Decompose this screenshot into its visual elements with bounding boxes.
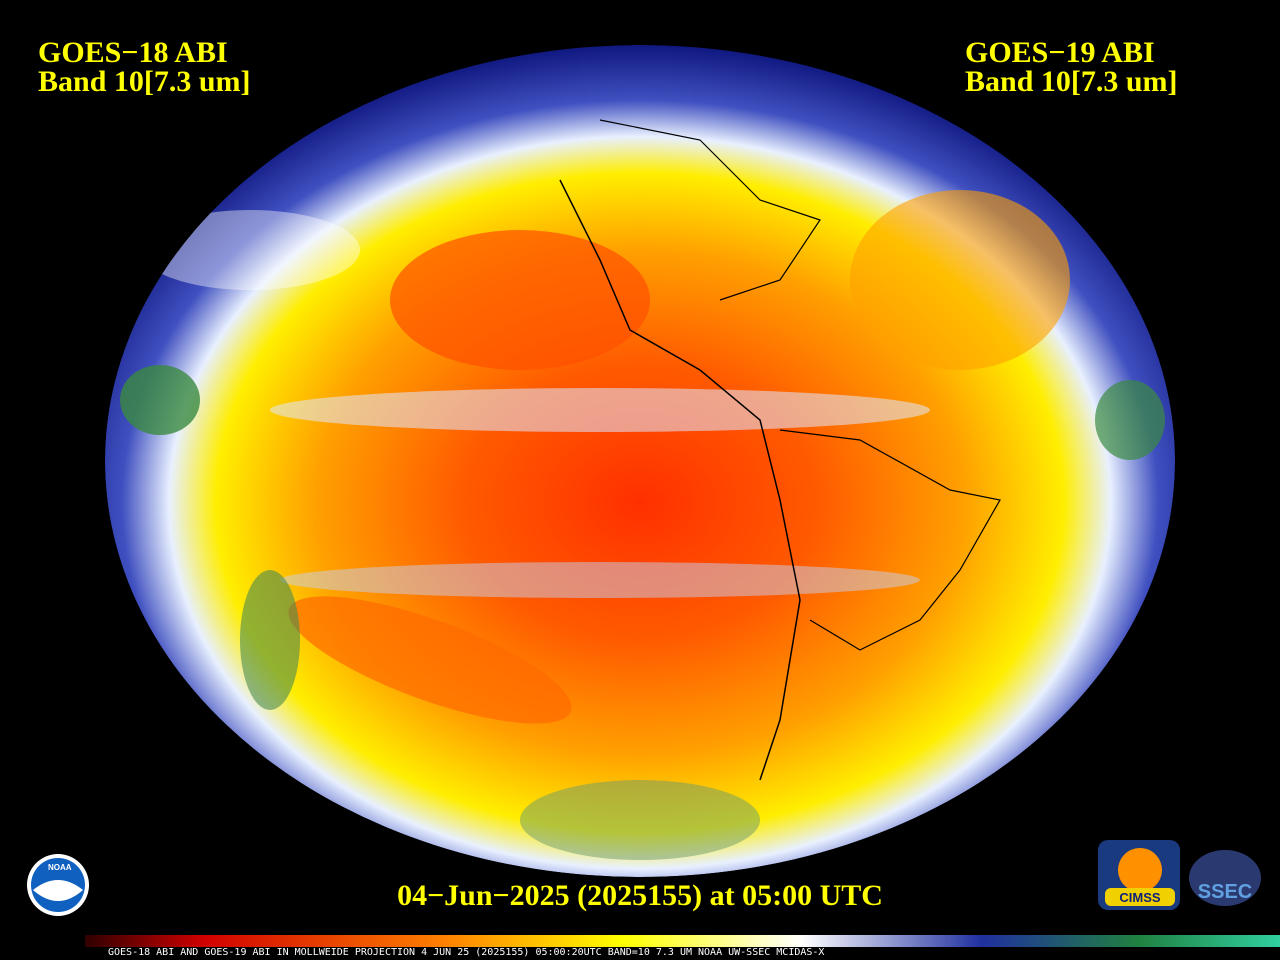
right-band: Band 10[7.3 um] — [965, 65, 1178, 98]
footer-text: GOES-18 ABI AND GOES-19 ABI IN MOLLWEIDE… — [108, 947, 824, 958]
ssec-text: SSEC — [1198, 881, 1252, 903]
cimss-text: CIMSS — [1119, 890, 1161, 905]
earth-disk — [105, 45, 1175, 877]
cimss-logo: CIMSS — [1098, 840, 1180, 910]
timestamp: 04−Jun−2025 (2025155) at 05:00 UTC — [397, 879, 883, 912]
noaa-text: NOAA — [48, 863, 72, 872]
color-bar — [85, 935, 1280, 947]
left-satellite: GOES−18 ABI — [38, 36, 228, 69]
right-satellite: GOES−19 ABI — [965, 36, 1155, 69]
left-band: Band 10[7.3 um] — [38, 65, 251, 98]
noaa-logo: NOAA — [27, 854, 89, 916]
ssec-logo: SSEC — [1189, 850, 1261, 906]
